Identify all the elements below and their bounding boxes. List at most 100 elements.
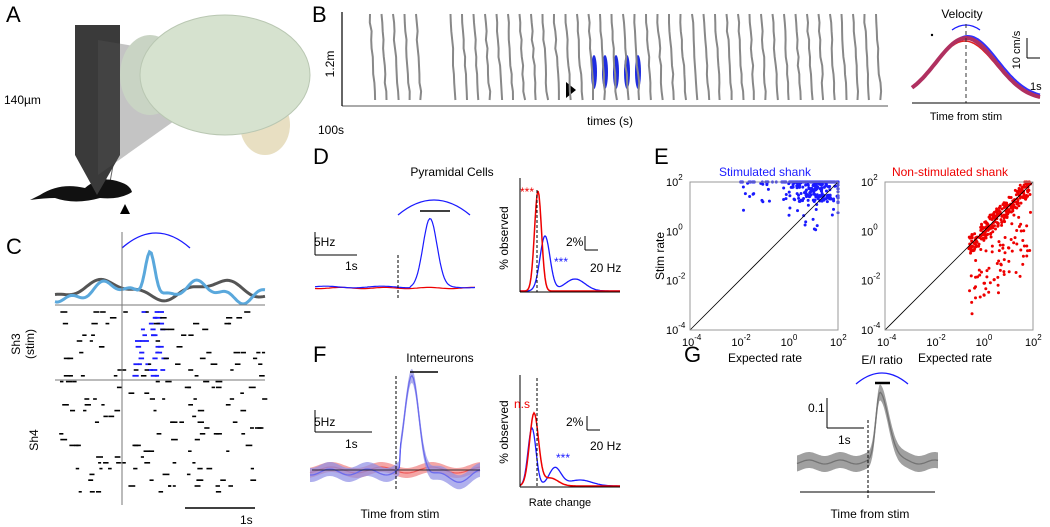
point xyxy=(784,192,788,196)
trace xyxy=(855,372,909,385)
time-scale: 1s xyxy=(345,259,358,273)
tick-base: 10 xyxy=(666,276,678,288)
trace xyxy=(368,13,377,101)
speed-scale: 10 cm/s xyxy=(1011,30,1023,69)
tick-base: 10 xyxy=(682,337,694,349)
tick-exp: -4 xyxy=(678,321,686,330)
point xyxy=(1026,249,1030,253)
point xyxy=(1012,241,1016,245)
point xyxy=(765,183,769,187)
point xyxy=(1007,270,1011,274)
point xyxy=(978,273,982,277)
point xyxy=(804,220,808,224)
trace xyxy=(622,13,630,101)
point xyxy=(787,190,791,194)
panel-title: Stimulated shank xyxy=(719,165,812,179)
point xyxy=(1024,197,1028,201)
x-label: Time from stim xyxy=(831,507,910,521)
point xyxy=(979,247,983,251)
point xyxy=(824,183,828,187)
tick-base: 10 xyxy=(666,177,678,189)
point xyxy=(1019,248,1023,252)
tick-exp: -4 xyxy=(873,321,881,330)
point xyxy=(804,183,808,187)
point xyxy=(1000,207,1004,211)
tick-base: 10 xyxy=(926,337,938,349)
trace xyxy=(737,13,745,101)
mouse xyxy=(30,179,132,202)
point xyxy=(987,290,991,294)
y-label: Stim rate xyxy=(653,232,667,280)
point xyxy=(1001,246,1005,250)
point xyxy=(782,198,786,202)
y-tick-label: 102 xyxy=(666,173,683,189)
point xyxy=(828,194,832,198)
point xyxy=(806,198,810,202)
shank-label: Sh3(stim) xyxy=(9,329,37,359)
point xyxy=(1013,188,1017,192)
point xyxy=(818,194,822,198)
y-tick-label: 10-2 xyxy=(861,272,881,288)
trace xyxy=(806,13,814,101)
x-label: Time from stim xyxy=(361,507,440,521)
trace xyxy=(392,13,400,101)
tick-exp: -2 xyxy=(678,272,686,281)
point xyxy=(1015,242,1019,246)
point xyxy=(999,218,1003,222)
tick-base: 10 xyxy=(830,337,842,349)
y-tick-label: 10-4 xyxy=(666,321,686,337)
trace xyxy=(449,13,457,101)
point xyxy=(1002,273,1006,277)
point xyxy=(1018,183,1022,187)
point xyxy=(1021,254,1025,258)
tick-exp: 0 xyxy=(873,222,878,231)
point xyxy=(1005,205,1009,209)
panel-letter: F xyxy=(313,342,326,367)
tick-exp: -2 xyxy=(744,333,752,342)
point xyxy=(972,248,976,252)
trace xyxy=(863,13,870,101)
marker xyxy=(566,82,576,98)
point xyxy=(795,186,799,190)
point xyxy=(1025,189,1029,193)
panel-title: Interneurons xyxy=(406,351,473,365)
point xyxy=(1022,229,1026,233)
point xyxy=(987,215,991,219)
point xyxy=(814,187,818,191)
point xyxy=(1009,206,1013,210)
point xyxy=(1014,270,1018,274)
x-label: times (s) xyxy=(587,114,633,128)
point xyxy=(996,275,1000,279)
point xyxy=(992,212,996,216)
point xyxy=(814,207,818,211)
point xyxy=(997,259,1001,263)
trace xyxy=(760,13,767,101)
y-tick-label: 102 xyxy=(861,173,878,189)
panel-letter: A xyxy=(6,2,21,27)
point xyxy=(820,192,824,196)
point xyxy=(1002,213,1006,217)
x-label: Expected rate xyxy=(728,351,802,365)
point xyxy=(791,185,795,189)
point xyxy=(1017,215,1021,219)
point xyxy=(980,222,984,226)
trace xyxy=(380,13,388,101)
sig-red: n.s xyxy=(514,397,530,411)
point xyxy=(979,228,983,232)
time-scale: 1s xyxy=(345,437,358,451)
point xyxy=(1006,212,1010,216)
point xyxy=(996,283,1000,287)
point xyxy=(819,183,823,187)
plot-frame xyxy=(689,181,839,331)
tick-base: 10 xyxy=(731,337,743,349)
point xyxy=(804,188,808,192)
pct-scale: 2% xyxy=(566,415,584,429)
tick-base: 10 xyxy=(861,177,873,189)
tick-exp: 0 xyxy=(988,333,993,342)
point xyxy=(1002,258,1006,262)
point xyxy=(1015,202,1019,206)
point xyxy=(814,195,818,199)
point xyxy=(997,206,1001,210)
trace xyxy=(794,13,802,101)
trace xyxy=(656,13,664,101)
